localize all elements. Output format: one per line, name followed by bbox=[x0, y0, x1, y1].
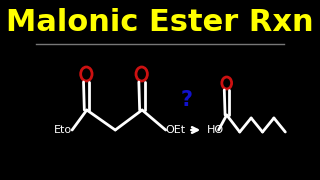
Text: Eto: Eto bbox=[54, 125, 72, 135]
Text: OEt: OEt bbox=[166, 125, 186, 135]
Text: ?: ? bbox=[181, 90, 193, 110]
Text: HO: HO bbox=[207, 125, 224, 135]
Text: Malonic Ester Rxn: Malonic Ester Rxn bbox=[6, 8, 314, 37]
